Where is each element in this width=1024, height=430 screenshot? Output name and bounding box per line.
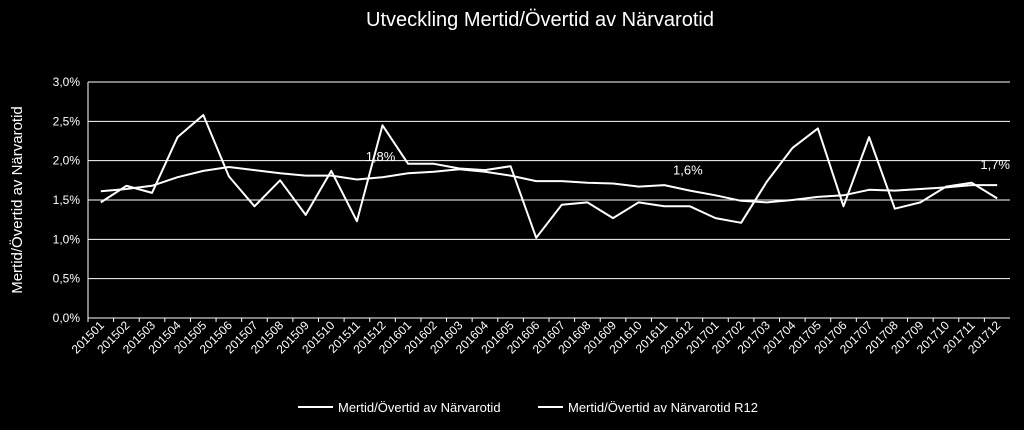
y-tick-label: 2,5% xyxy=(53,114,81,128)
y-tick-label: 1,0% xyxy=(53,232,81,246)
y-tick-label: 0,5% xyxy=(53,272,81,286)
data-label: 1,8% xyxy=(366,149,396,164)
series-lines xyxy=(100,114,998,239)
x-tick-labels: 2015012015022015032015042015052015062015… xyxy=(69,318,1004,356)
data-labels: 1,8% 1,6% 1,7% xyxy=(366,149,1011,177)
chart-title: Utveckling Mertid/Övertid av Närvarotid xyxy=(366,9,714,31)
series-line-monthly xyxy=(100,114,998,239)
y-tick-label: 0,0% xyxy=(53,311,81,325)
legend-label: Mertid/Övertid av Närvarotid xyxy=(338,400,501,415)
data-label: 1,7% xyxy=(980,157,1010,172)
y-tick-labels: 0,0% 0,5% 1,0% 1,5% 2,0% 2,5% 3,0% xyxy=(53,75,81,325)
y-tick-label: 1,5% xyxy=(53,193,81,207)
y-tick-label: 2,0% xyxy=(53,154,81,168)
data-label: 1,6% xyxy=(673,163,703,178)
grid-lines xyxy=(87,81,1010,319)
y-tick-label: 3,0% xyxy=(53,75,81,89)
y-axis-label: Mertid/Övertid av Närvarotid xyxy=(8,106,26,294)
series-line-r12 xyxy=(100,166,998,204)
legend: Mertid/Övertid av Närvarotid Mertid/Övert… xyxy=(298,400,758,415)
legend-label: Mertid/Övertid av Närvarotid R12 xyxy=(568,400,758,415)
